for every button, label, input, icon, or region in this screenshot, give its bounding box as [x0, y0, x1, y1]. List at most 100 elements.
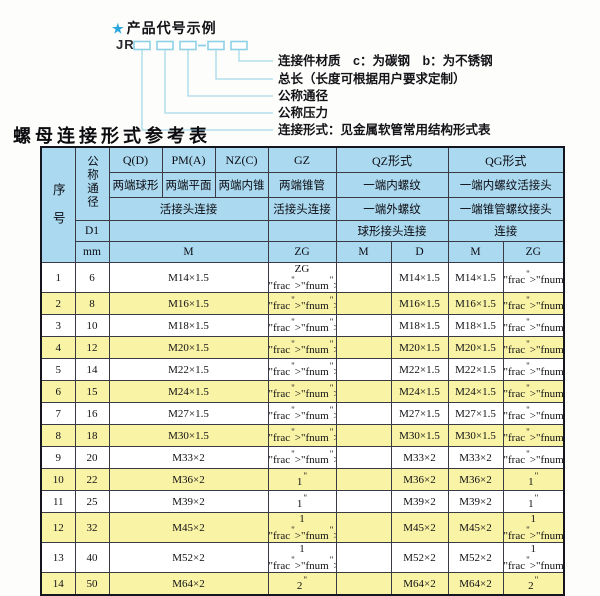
header-nz-desc: 两端内锥: [214, 172, 269, 198]
cell-qz-m: [335, 292, 392, 315]
cell-serial: 11: [40, 490, 76, 513]
cell-serial: 5: [40, 358, 76, 381]
cell-gz-zg: "frac">"fnum">3"fden">8": [267, 292, 337, 315]
cell-serial: 8: [40, 424, 76, 447]
header-qg-desc2: 一端锥管螺纹接头: [447, 197, 565, 221]
cell-serial: 6: [40, 380, 76, 403]
cell-qg-m: M27×1.5: [447, 402, 504, 425]
code-label-pressure: 公称压力: [278, 106, 329, 120]
header-left-conn: 活接头连接: [108, 197, 269, 221]
header-blank-gz: [267, 220, 337, 242]
table-row: 514M22×1.5"frac">"fnum">1"fden">2"M22×1.…: [40, 358, 565, 381]
cell-dn: 40: [74, 542, 110, 573]
table-row: 28M16×1.5"frac">"fnum">3"fden">8"M16×1.5…: [40, 292, 565, 315]
header-qg-zg-unit: ZG: [502, 241, 565, 263]
cell-qz-d: M22×1.5: [390, 358, 449, 381]
cell-qz-m: [335, 380, 392, 403]
cell-dn: 18: [74, 424, 110, 447]
cell-qz-d: M30×1.5: [390, 424, 449, 447]
cell-m: M64×2: [108, 572, 269, 596]
cell-qz-d: M16×1.5: [390, 292, 449, 315]
cell-qz-d: M33×2: [390, 446, 449, 469]
header-qg-m-unit: M: [447, 241, 504, 263]
cell-serial: 1: [40, 262, 76, 293]
cell-dn: 22: [74, 468, 110, 491]
table-row: 412M20×1.5"frac">"fnum">1"fden">2"M20×1.…: [40, 336, 565, 359]
cell-qz-m: [335, 314, 392, 337]
cell-m: M45×2: [108, 512, 269, 543]
cell-qg-m: M24×1.5: [447, 380, 504, 403]
cell-gz-zg: 1": [267, 468, 337, 491]
cell-dn: 6: [74, 262, 110, 293]
cell-qz-m: [335, 512, 392, 543]
cell-gz-zg: 1": [267, 490, 337, 513]
cell-qg-zg: "frac">"fnum">3"fden">8": [502, 292, 565, 315]
cell-m: M52×2: [108, 542, 269, 573]
cell-qg-m: M20×1.5: [447, 336, 504, 359]
cell-qz-m: [335, 542, 392, 573]
code-label-length: 总长（长度可根据用户要求定制）: [278, 72, 466, 86]
cell-serial: 13: [40, 542, 76, 573]
cell-m: M20×1.5: [108, 336, 269, 359]
cell-m: M33×2: [108, 446, 269, 469]
cell-gz-zg: 1 "frac">"fnum">1"fden">2": [267, 542, 337, 573]
cell-qg-m: M14×1.5: [447, 262, 504, 293]
cell-dn: 10: [74, 314, 110, 337]
cell-qg-zg: "frac">"fnum">1"fden">4": [502, 262, 565, 293]
cell-qz-m: [335, 490, 392, 513]
cell-m: M16×1.5: [108, 292, 269, 315]
header-blank-left: [108, 220, 269, 242]
star-icon: ★: [112, 21, 125, 36]
header-zg-unit: ZG: [267, 241, 337, 263]
cell-qz-d: M45×2: [390, 512, 449, 543]
cell-qg-zg: "frac">"fnum">1"fden">2": [502, 380, 565, 403]
cell-serial: 12: [40, 512, 76, 543]
cell-qz-d: M18×1.5: [390, 314, 449, 337]
header-d1: D1: [74, 220, 110, 242]
cell-qz-d: M39×2: [390, 490, 449, 513]
header-row-desc2: 活接头连接 活接头连接 一端外螺纹 一端锥管螺纹接头: [41, 197, 565, 221]
cell-m: M22×1.5: [108, 358, 269, 381]
cell-qz-m: [335, 446, 392, 469]
header-qg-desc1: 一端内螺纹活接头: [447, 172, 565, 198]
cell-gz-zg: 1 "frac">"fnum">1"fden">4": [267, 512, 337, 543]
cell-qz-m: [335, 468, 392, 491]
header-gz-desc: 两端锥管: [267, 172, 337, 198]
header-pm-desc: 两端平面: [161, 172, 216, 198]
cell-qg-zg: "frac">"fnum">1"fden">2": [502, 358, 565, 381]
table-row: 10 22 M36×2 1" M36×2 M36×2 1": [40, 468, 565, 491]
cell-qg-m: M52×2: [447, 542, 504, 573]
cell-qz-d: M27×1.5: [390, 402, 449, 425]
cell-gz-zg: ZG "frac">"fnum">1"fden">4": [267, 262, 337, 293]
code-label-material: 连接件材质 c：为碳钢 b：为不锈钢: [278, 54, 493, 68]
cell-qg-zg: "frac">"fnum">3"fden">4": [502, 424, 565, 447]
header-qg-conn: 连接: [447, 220, 565, 242]
cell-m: M39×2: [108, 490, 269, 513]
header-q-desc: 两端球形: [108, 172, 163, 198]
cell-qg-zg: 1": [502, 468, 565, 491]
cell-gz-zg: "frac">"fnum">1"fden">2": [267, 358, 337, 381]
table-row: 14 50 M64×2 2" M64×2 M64×2 2": [40, 572, 565, 596]
cell-gz-zg: "frac">"fnum">3"fden">8": [267, 314, 337, 337]
cell-m: M18×1.5: [108, 314, 269, 337]
cell-qg-m: M30×1.5: [447, 424, 504, 447]
cell-qg-zg: 1 "frac">"fnum">1"fden">4": [502, 512, 565, 543]
table-title: 螺母连接形式参考表: [13, 126, 211, 146]
header-qz-desc1: 一端内螺纹: [335, 172, 449, 198]
cell-qg-m: M18×1.5: [447, 314, 504, 337]
table-row: 615M24×1.5"frac">"fnum">1"fden">2"M24×1.…: [40, 380, 565, 403]
header-row-desc1: 两端球形 两端平面 两端内锥 两端锥管 一端内螺纹 一端内螺纹活接头: [41, 172, 565, 198]
cell-qz-m: [335, 358, 392, 381]
code-boxes-and-leader-lines: [133, 40, 273, 131]
header-row-forms: 序号 公称通径 Q(D) PM(A) NZ(C) GZ QZ形式 QG形式: [40, 146, 565, 263]
cell-dn: 8: [74, 292, 110, 315]
header-col-qg: QG形式: [447, 146, 565, 173]
cell-dn: 20: [74, 446, 110, 469]
cell-qg-zg: "frac">"fnum">1"fden">2": [502, 336, 565, 359]
cell-m: M27×1.5: [108, 402, 269, 425]
cell-dn: 14: [74, 358, 110, 381]
